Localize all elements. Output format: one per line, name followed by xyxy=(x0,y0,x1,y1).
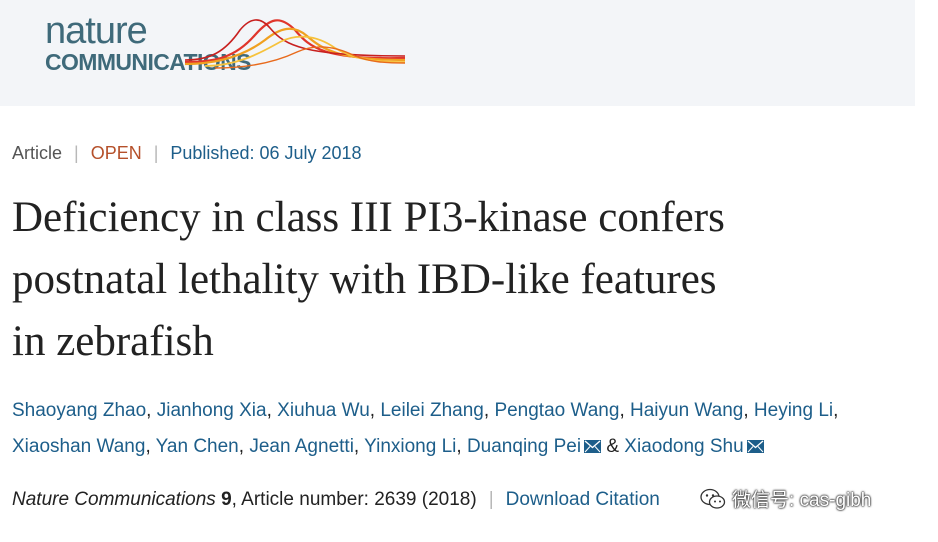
author-ampersand: & xyxy=(606,436,620,457)
logo-nature-text: nature xyxy=(45,10,148,52)
author-link[interactable]: Yinxiong Li xyxy=(364,436,457,457)
title-line-2: postnatal lethality with IBD-like featur… xyxy=(12,256,717,303)
nature-communications-logo[interactable]: nature COMMUNICATIONS xyxy=(45,10,405,80)
citation-line: Nature Communications 9, Article number:… xyxy=(12,487,660,513)
meta-divider: | xyxy=(153,143,159,163)
article-meta: Article | OPEN | Published: 06 July 2018 xyxy=(12,140,362,166)
mail-icon[interactable] xyxy=(584,440,602,453)
author-link[interactable]: Haiyun Wang xyxy=(630,400,744,421)
watermark-text: 微信号: cas-gibh xyxy=(732,490,872,511)
author-link[interactable]: Heying Li xyxy=(753,400,834,421)
article-type: Article xyxy=(12,143,63,163)
author-link[interactable]: Yan Chen xyxy=(155,436,239,457)
published-date: Published: 06 July 2018 xyxy=(170,143,362,163)
meta-divider: | xyxy=(74,143,79,163)
journal-volume: 9 xyxy=(221,489,232,510)
author-link[interactable]: Xiaoshan Wang xyxy=(12,436,146,457)
author-link[interactable]: Xiuhua Wu xyxy=(277,400,370,421)
author-link[interactable]: Duanqing Pei xyxy=(466,436,582,457)
author-link[interactable]: Jean Agnetti xyxy=(249,436,354,457)
site-header: nature COMMUNICATIONS xyxy=(0,0,915,106)
wechat-icon xyxy=(700,488,726,509)
title-line-3: in zebrafish xyxy=(12,318,214,365)
download-citation-link[interactable]: Download Citation xyxy=(505,489,660,510)
article-title: Deficiency in class III PI3-kinase confe… xyxy=(12,187,912,373)
title-line-1: Deficiency in class III PI3-kinase confe… xyxy=(12,194,725,241)
open-access-badge: OPEN xyxy=(90,143,142,163)
citation-divider: | xyxy=(488,489,494,510)
logo-wave-graphic xyxy=(185,19,405,69)
author-link[interactable]: Shaoyang Zhao xyxy=(12,400,147,421)
journal-name: Nature Communications xyxy=(12,489,216,510)
author-link[interactable]: Xiaodong Shu xyxy=(624,436,744,457)
author-link[interactable]: Pengtao Wang xyxy=(494,400,620,421)
article-number: , Article number: 2639 (2018) xyxy=(231,489,477,510)
author-link[interactable]: Leilei Zhang xyxy=(380,400,484,421)
author-link[interactable]: Jianhong Xia xyxy=(156,400,267,421)
mail-icon[interactable] xyxy=(746,440,764,453)
author-list: Shaoyang Zhao, Jianhong Xia, Xiuhua Wu, … xyxy=(12,400,839,457)
wechat-watermark: 微信号: cas-gibh xyxy=(700,485,871,515)
